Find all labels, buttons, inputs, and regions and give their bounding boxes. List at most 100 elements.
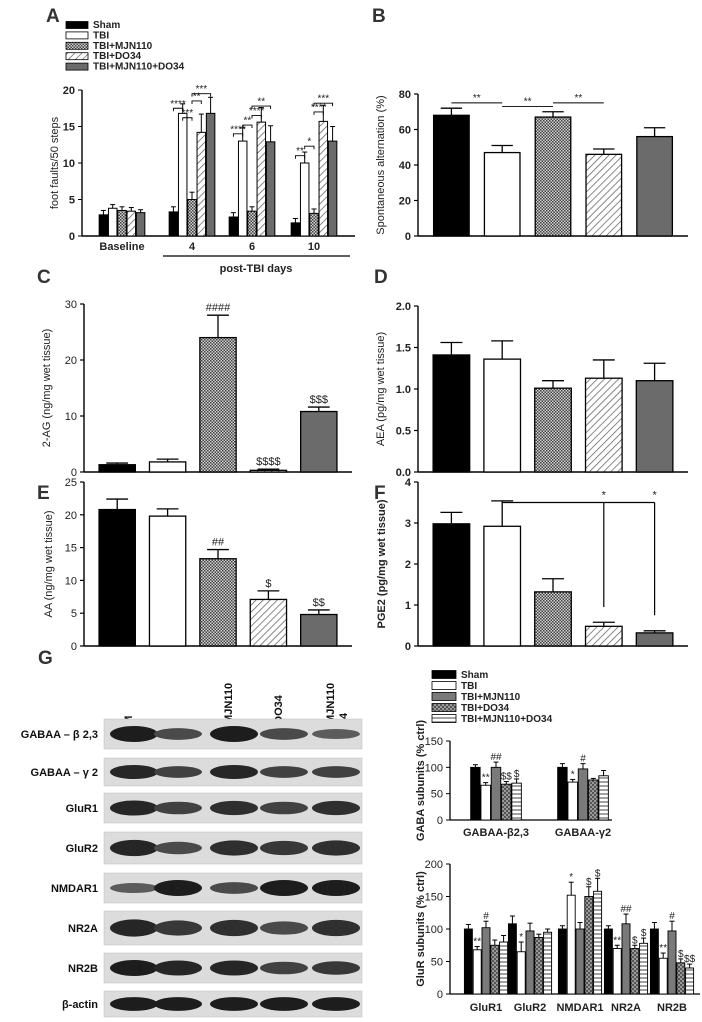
- blot-band: [260, 728, 308, 740]
- x-tick-label: NMDAR1: [556, 1002, 603, 1014]
- bar-Sham: [432, 354, 471, 473]
- significance-label: *: [519, 932, 523, 943]
- blot-band: [260, 961, 308, 975]
- significance-label: $: [265, 578, 271, 590]
- y-tick-label: 3: [405, 518, 411, 530]
- panel-label-G: G: [38, 648, 53, 669]
- significance-bracket: [304, 145, 315, 150]
- y-tick-label: 5: [71, 608, 77, 620]
- bar-TBI+MJN110+DO34: [635, 632, 674, 647]
- bar-TBI-GABAA-β2,3: [480, 784, 491, 821]
- x-tick-label: GABAA-γ2: [555, 827, 611, 839]
- y-tick-label: 0: [71, 467, 77, 479]
- chart-panel-A: 0 5 10 15 20 foot faults/50 steps Baseline 4 6 10…: [49, 20, 355, 275]
- significance-label: **: [659, 943, 667, 954]
- blot-band: [210, 800, 258, 816]
- y-tick-label: 100: [425, 762, 443, 774]
- legend-swatch: [431, 703, 457, 712]
- legend-entry: Sham: [461, 670, 488, 681]
- bar-TBI+DO34-GluR1: [490, 944, 500, 995]
- significance-label: $$$$: [256, 456, 280, 468]
- significance-label: ****: [170, 99, 186, 110]
- y-tick-label: 10: [65, 411, 77, 423]
- bar-TBI+DO34-GluR2: [534, 937, 544, 995]
- blot-row-label: NR2A: [68, 923, 98, 935]
- bar-TBI+DO34-4: [196, 131, 207, 237]
- bar-TBI+MJN110+DO34-GABAA-γ2: [598, 775, 609, 821]
- blot-row-label: GABAA – γ 2: [31, 767, 98, 779]
- significance-label: **: [482, 773, 490, 784]
- bar-TBI+MJN110+DO34-10: [327, 140, 338, 237]
- y-tick-label: 25: [65, 477, 77, 489]
- bar-Sham: [432, 114, 470, 237]
- legend-swatch: [431, 670, 457, 679]
- bar-TBI+DO34-NMDAR1: [584, 896, 594, 995]
- significance-label: ##: [212, 537, 225, 549]
- bar-TBI-GluR1: [472, 949, 482, 995]
- bar-TBI-NR2A: [612, 948, 622, 995]
- bar-TBI+MJN110-6: [247, 210, 257, 237]
- bar-TBI+MJN110-4: [187, 199, 197, 237]
- legend-swatch: [65, 41, 89, 50]
- bar-TBI+MJN110+DO34-Baseline: [135, 212, 146, 237]
- significance-label: $: [514, 769, 520, 780]
- y-tick-label: 40: [399, 160, 411, 172]
- bar-TBI+MJN110+DO34-NR2B: [685, 967, 695, 995]
- significance-label: $: [678, 949, 684, 960]
- significance-label: $: [632, 935, 638, 946]
- blot-row-label: β-actin: [62, 999, 98, 1011]
- panel-label-D: D: [374, 267, 388, 288]
- y-tick-label: 1: [405, 600, 411, 612]
- blot-band: [110, 726, 158, 742]
- bar-TBI-6: [237, 140, 248, 237]
- significance-label: *: [569, 872, 573, 883]
- bar-TBI: [148, 515, 187, 647]
- significance-bracket: [242, 124, 253, 129]
- bar-TBI+DO34-10: [318, 120, 329, 237]
- significance-label: ***: [317, 94, 329, 105]
- bar-TBI-NMDAR1: [566, 894, 576, 995]
- y-tick-label: 150: [425, 736, 443, 748]
- significance-label: **: [613, 935, 621, 946]
- blot-row-label: GluR1: [66, 803, 98, 815]
- bar-Sham: [432, 523, 471, 647]
- x-tick-label: 6: [249, 241, 255, 253]
- bar-TBI+DO34-NR2A: [630, 948, 640, 995]
- bar-TBI-10: [299, 162, 310, 237]
- blot-band: [312, 840, 360, 856]
- bar-TBI+MJN110-GABAA-γ2: [577, 768, 589, 821]
- y-tick-label: 2: [405, 559, 411, 571]
- blot-band: [260, 801, 308, 815]
- legend-entry: TBI+MJN110: [93, 41, 153, 52]
- bar-TBI+MJN110-NMDAR1: [575, 928, 585, 995]
- bar-TBI+MJN110+DO34: [635, 380, 674, 473]
- y-tick-label: 1.5: [396, 343, 411, 355]
- significance-label: #: [669, 911, 675, 922]
- significance-bracket: [191, 93, 212, 97]
- panel-label-A: A: [46, 6, 60, 27]
- bar-Sham-GABAA-β2,3: [470, 766, 481, 821]
- blot-row-label: GluR2: [66, 843, 98, 855]
- blot-band: [110, 960, 158, 976]
- y-tick-label: 100: [425, 924, 443, 936]
- blot-band: [210, 882, 258, 894]
- bar-TBI+MJN110: [199, 336, 237, 473]
- chart-panel-D: 0.0 0.5 1.0 1.5 2.0 AEA (pg/mg wet tissue): [375, 301, 688, 479]
- legend-swatch: [65, 21, 89, 29]
- western-blot: SHAMTBITBI+MJN110TBI+DO34TBI+MJN110+DO34…: [21, 683, 363, 1018]
- blot-band: [210, 840, 258, 856]
- bar-TBI+MJN110+DO34: [636, 135, 674, 237]
- significance-label: **: [473, 937, 481, 948]
- bar-TBI-GABAA-γ2: [567, 781, 578, 821]
- y-tick-label: 1.0: [396, 384, 411, 396]
- y-tick-label: 0: [437, 815, 443, 827]
- blot-band: [154, 728, 202, 740]
- y-tick-label: 0: [437, 989, 443, 1001]
- legend-swatch: [431, 692, 457, 701]
- significance-label: ####: [206, 302, 231, 314]
- bar-TBI+MJN110-NR2A: [621, 923, 631, 995]
